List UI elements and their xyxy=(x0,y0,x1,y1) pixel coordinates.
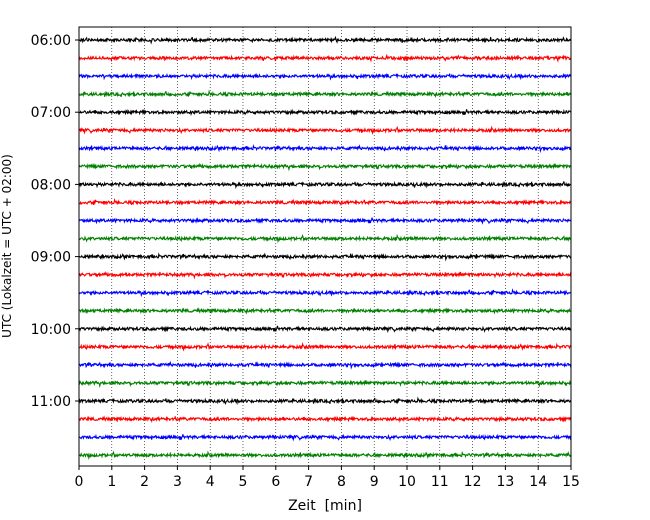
y-tick-label: 11:00 xyxy=(31,394,71,410)
trace-line xyxy=(78,180,572,189)
trace-line xyxy=(78,288,572,298)
x-tick-label: 5 xyxy=(239,474,248,490)
trace-line xyxy=(78,271,572,280)
x-tick-label: 8 xyxy=(337,474,346,490)
y-tick-label: 07:00 xyxy=(31,105,71,121)
trace-line xyxy=(78,35,572,45)
trace-line xyxy=(78,125,572,136)
x-tick-label: 11 xyxy=(431,474,449,490)
trace-line xyxy=(78,53,572,63)
trace-line xyxy=(78,89,572,99)
trace-line xyxy=(78,433,572,442)
x-tick-label: 3 xyxy=(173,474,182,490)
trace-line xyxy=(78,217,572,225)
x-tick-label: 6 xyxy=(271,474,280,490)
x-tick-label: 0 xyxy=(75,474,84,490)
x-tick-label: 12 xyxy=(464,474,482,490)
x-tick-label: 9 xyxy=(370,474,379,490)
y-tick-label: 06:00 xyxy=(31,33,71,49)
x-tick-label: 14 xyxy=(529,474,547,490)
trace-line xyxy=(78,415,572,423)
trace-line xyxy=(78,144,572,154)
trace-line xyxy=(78,162,572,172)
trace-line xyxy=(78,325,572,334)
x-tick-label: 4 xyxy=(206,474,215,490)
y-tick-label: 10:00 xyxy=(31,322,71,338)
grid xyxy=(111,27,539,466)
y-axis-ticks: 06:00 07:00 08:00 09:00 10:00 11:00 xyxy=(31,33,79,410)
x-tick-label: 2 xyxy=(140,474,149,490)
x-tick-label: 7 xyxy=(304,474,313,490)
x-axis-ticks: 0 1 2 3 4 5 6 7 8 9 10 11 12 13 14 15 xyxy=(75,466,580,490)
trace-line xyxy=(78,233,572,244)
trace-line xyxy=(78,360,572,370)
y-tick-label: 08:00 xyxy=(31,177,71,193)
x-tick-label: 10 xyxy=(398,474,416,490)
trace-line xyxy=(78,197,572,207)
x-axis-label: Zeit [min] xyxy=(288,498,362,514)
trace-line xyxy=(78,252,572,262)
trace-line xyxy=(78,379,572,388)
x-tick-label: 1 xyxy=(107,474,116,490)
trace-line xyxy=(78,396,572,406)
y-axis-label: UTC (Lokalzeit = UTC + 02:00) xyxy=(0,154,14,338)
plot-frame xyxy=(78,26,572,467)
trace-line xyxy=(78,72,572,81)
x-tick-label: 15 xyxy=(562,474,580,490)
x-tick-label: 13 xyxy=(496,474,514,490)
seismic-traces xyxy=(78,35,572,460)
trace-line xyxy=(78,108,572,117)
trace-line xyxy=(78,450,572,460)
trace-line xyxy=(78,307,572,315)
y-tick-label: 09:00 xyxy=(31,250,71,266)
trace-line xyxy=(78,342,572,352)
